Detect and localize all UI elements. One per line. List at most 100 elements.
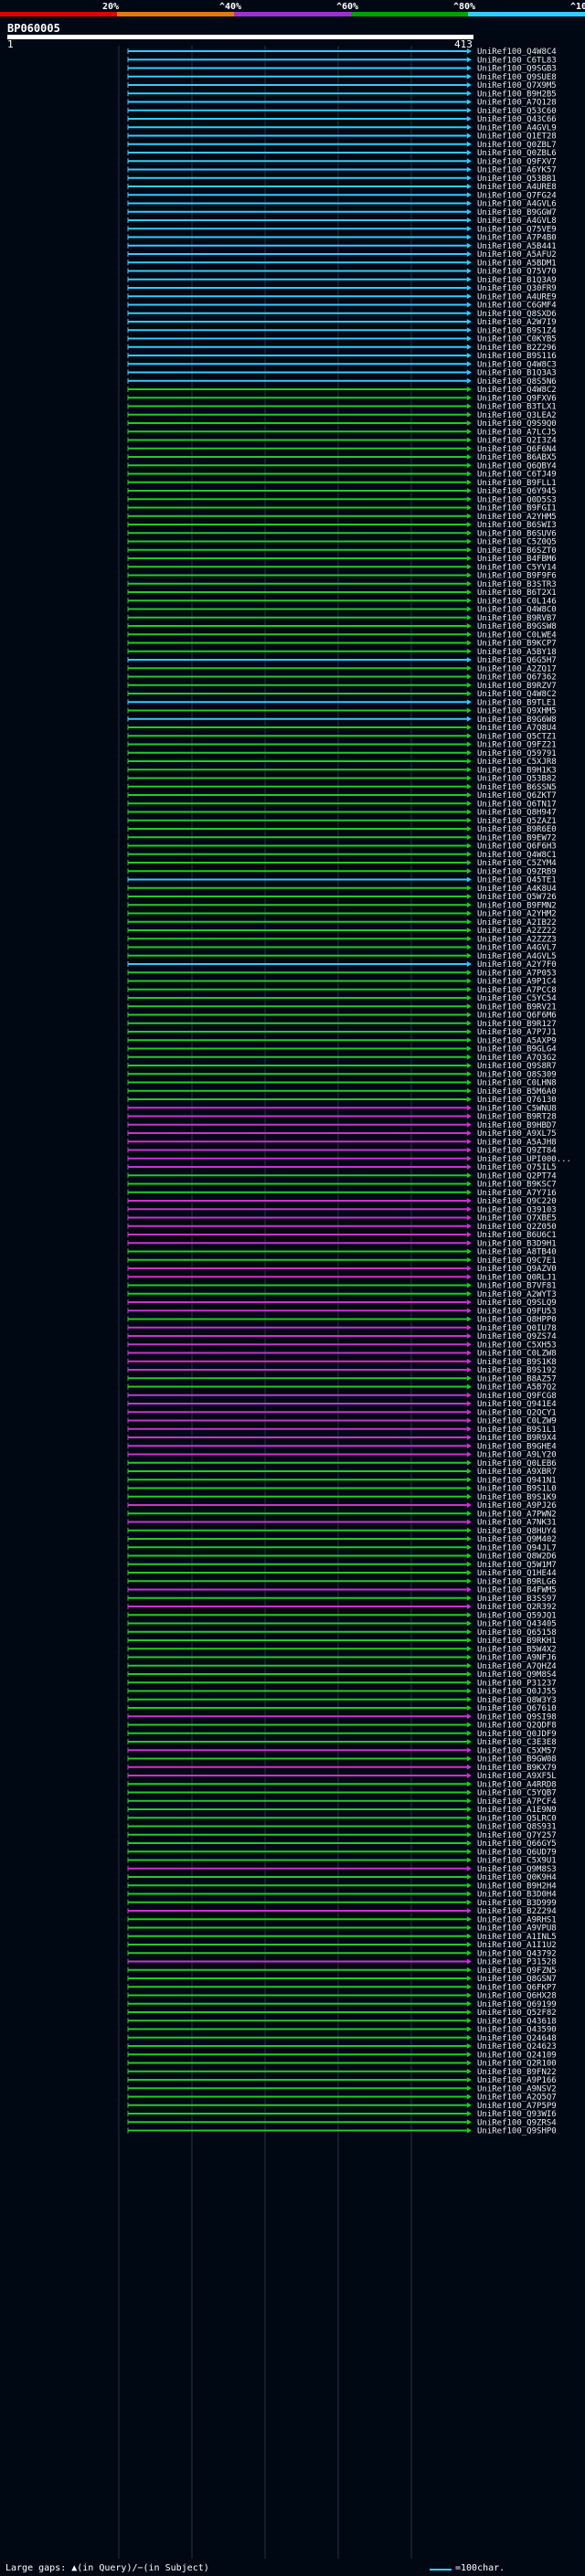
- hit-label[interactable]: UniRef100_A7QHZ4: [477, 1662, 557, 1671]
- hit-label[interactable]: UniRef100_Q9AZV0: [477, 1265, 557, 1274]
- hit-label[interactable]: UniRef100_A9P166: [477, 2076, 557, 2085]
- hit-label[interactable]: UniRef100_Q8W3Y3: [477, 1696, 557, 1705]
- hit-label[interactable]: UniRef100_B9G6W8: [477, 716, 557, 725]
- hit-label[interactable]: UniRef100_C0KYB5: [477, 335, 557, 345]
- hit-label[interactable]: UniRef100_A7PCF4: [477, 1797, 557, 1807]
- hit-label[interactable]: UniRef100_C0LWE4: [477, 631, 557, 640]
- hit-label[interactable]: UniRef100_Q9C220: [477, 1197, 557, 1206]
- hit-label[interactable]: UniRef100_C6TJ49: [477, 471, 557, 480]
- hit-label[interactable]: UniRef100_B9H2H4: [477, 1882, 557, 1891]
- hit-label[interactable]: UniRef100_Q2R392: [477, 1603, 557, 1612]
- hit-label[interactable]: UniRef100_Q53B82: [477, 775, 557, 784]
- hit-label[interactable]: UniRef100_B9S1Z4: [477, 326, 557, 335]
- hit-label[interactable]: UniRef100_Q6TN17: [477, 800, 557, 809]
- hit-label[interactable]: UniRef100_Q4W8C0: [477, 606, 557, 615]
- hit-label[interactable]: UniRef100_B9GSW8: [477, 622, 557, 631]
- hit-label[interactable]: UniRef100_A4GVL6: [477, 200, 557, 209]
- hit-label[interactable]: UniRef100_A4GVL8: [477, 217, 557, 226]
- hit-label[interactable]: UniRef100_Q9FZN5: [477, 1966, 557, 1976]
- hit-label[interactable]: UniRef100_Q9S8R7: [477, 1062, 557, 1071]
- hit-label[interactable]: UniRef100_Q2PT74: [477, 1171, 557, 1181]
- hit-label[interactable]: UniRef100_Q0LEB6: [477, 1459, 557, 1468]
- hit-label[interactable]: UniRef100_B4FWM5: [477, 1586, 557, 1595]
- hit-label[interactable]: UniRef100_Q2I3Z4: [477, 437, 557, 446]
- hit-label[interactable]: UniRef100_Q9SHP0: [477, 2127, 557, 2136]
- hit-label[interactable]: UniRef100_Q7X9M5: [477, 81, 557, 90]
- hit-label[interactable]: UniRef100_Q59791: [477, 749, 557, 758]
- hit-label[interactable]: UniRef100_B9FMN2: [477, 901, 557, 910]
- hit-label[interactable]: UniRef100_Q8SXD6: [477, 310, 557, 319]
- hit-label[interactable]: UniRef100_Q6G5H7: [477, 656, 557, 665]
- hit-label[interactable]: UniRef100_Q8H947: [477, 809, 557, 818]
- hit-label[interactable]: UniRef100_B6ABX5: [477, 453, 557, 462]
- hit-label[interactable]: UniRef100_Q43C66: [477, 115, 557, 124]
- hit-label[interactable]: UniRef100_Q75IL5: [477, 1163, 557, 1172]
- hit-label[interactable]: UniRef100_Q0D5S3: [477, 495, 557, 504]
- hit-label[interactable]: UniRef100_B6T2X1: [477, 588, 557, 598]
- hit-label[interactable]: UniRef100_Q2QDF8: [477, 1722, 557, 1731]
- hit-label[interactable]: UniRef100_C5Z0Q5: [477, 538, 557, 547]
- hit-label[interactable]: UniRef100_B9RT28: [477, 1113, 557, 1122]
- hit-label[interactable]: UniRef100_B9S1L1: [477, 1426, 557, 1435]
- hit-label[interactable]: UniRef100_B9TLE1: [477, 698, 557, 707]
- hit-label[interactable]: UniRef100_Q8GSN7: [477, 1975, 557, 1984]
- hit-label[interactable]: UniRef100_A9NSV2: [477, 2084, 557, 2094]
- hit-label[interactable]: UniRef100_Q9FCG8: [477, 1392, 557, 1401]
- hit-label[interactable]: UniRef100_B3STR3: [477, 580, 557, 589]
- hit-label[interactable]: UniRef100_B9S1K8: [477, 1358, 557, 1367]
- hit-label[interactable]: UniRef100_B6SSN5: [477, 783, 557, 792]
- hit-label[interactable]: UniRef100_Q1ET28: [477, 133, 557, 142]
- hit-label[interactable]: UniRef100_B9R127: [477, 1020, 557, 1029]
- hit-label[interactable]: UniRef100_A4GVL5: [477, 952, 557, 961]
- hit-label[interactable]: UniRef100_B3TLX1: [477, 403, 557, 412]
- hit-label[interactable]: UniRef100_B9H1K3: [477, 766, 557, 775]
- hit-label[interactable]: UniRef100_B2Z294: [477, 1907, 557, 1916]
- hit-label[interactable]: UniRef100_B9S116: [477, 352, 557, 361]
- hit-label[interactable]: UniRef100_Q43405: [477, 1620, 557, 1629]
- hit-label[interactable]: UniRef100_Q4W8C2: [477, 690, 557, 699]
- hit-label[interactable]: UniRef100_Q9SGB3: [477, 65, 557, 74]
- hit-label[interactable]: UniRef100_B3D9H1: [477, 1239, 557, 1248]
- hit-label[interactable]: UniRef100_B9GHE4: [477, 1442, 557, 1451]
- hit-label[interactable]: UniRef100_Q0ZBL7: [477, 141, 557, 150]
- hit-label[interactable]: UniRef100_A7P7J1: [477, 1028, 557, 1037]
- hit-label[interactable]: UniRef100_A5AJH8: [477, 1138, 557, 1147]
- hit-label[interactable]: UniRef100_B9EW72: [477, 833, 557, 843]
- hit-label[interactable]: UniRef100_Q0JDF9: [477, 1730, 557, 1739]
- hit-label[interactable]: UniRef100_C0LZW8: [477, 1350, 557, 1359]
- hit-label[interactable]: UniRef100_C5XJR8: [477, 758, 557, 767]
- hit-label[interactable]: UniRef100_Q8HUY4: [477, 1527, 557, 1536]
- hit-label[interactable]: UniRef100_Q9FU53: [477, 1307, 557, 1316]
- hit-label[interactable]: UniRef100_B9GLG4: [477, 1045, 557, 1055]
- hit-label[interactable]: UniRef100_Q6QBY4: [477, 461, 557, 471]
- hit-label[interactable]: UniRef100_A9XL75: [477, 1129, 557, 1139]
- hit-label[interactable]: UniRef100_Q4W8C2: [477, 386, 557, 395]
- hit-label[interactable]: UniRef100_A1E9N9: [477, 1806, 557, 1815]
- hit-label[interactable]: UniRef100_B1Q3A3: [477, 369, 557, 378]
- hit-label[interactable]: UniRef100_A9NFJ6: [477, 1654, 557, 1663]
- hit-label[interactable]: UniRef100_Q65158: [477, 1628, 557, 1638]
- hit-label[interactable]: UniRef100_Q9XHM5: [477, 707, 557, 716]
- hit-label[interactable]: UniRef100_B9FGI1: [477, 504, 557, 514]
- hit-label[interactable]: UniRef100_A9RHS1: [477, 1915, 557, 1924]
- hit-label[interactable]: UniRef100_C5YC54: [477, 994, 557, 1003]
- hit-label[interactable]: UniRef100_B6SZT0: [477, 546, 557, 556]
- hit-label[interactable]: UniRef100_Q941N1: [477, 1476, 557, 1485]
- hit-label[interactable]: UniRef100_A2YHM2: [477, 910, 557, 919]
- hit-label[interactable]: UniRef100_B7VF81: [477, 1282, 557, 1291]
- hit-label[interactable]: UniRef100_A5BDM1: [477, 259, 557, 268]
- hit-label[interactable]: UniRef100_B6SUV6: [477, 529, 557, 538]
- hit-label[interactable]: UniRef100_Q7Y257: [477, 1831, 557, 1840]
- hit-label[interactable]: UniRef100_A7PCC8: [477, 986, 557, 995]
- hit-label[interactable]: UniRef100_B1Q3A9: [477, 276, 557, 285]
- hit-label[interactable]: UniRef100_Q0ZBL6: [477, 149, 557, 158]
- hit-label[interactable]: UniRef100_B4FBM6: [477, 555, 557, 564]
- hit-label[interactable]: UniRef100_Q4W8C4: [477, 48, 557, 57]
- hit-label[interactable]: UniRef100_A9XF5L: [477, 1772, 557, 1781]
- hit-label[interactable]: UniRef100_A4URE8: [477, 183, 557, 192]
- hit-label[interactable]: UniRef100_Q4W8C1: [477, 851, 557, 860]
- hit-label[interactable]: UniRef100_Q24109: [477, 2051, 557, 2060]
- hit-label[interactable]: UniRef100_Q43590: [477, 2026, 557, 2035]
- hit-label[interactable]: UniRef100_Q9S9Q0: [477, 419, 557, 429]
- hit-label[interactable]: UniRef100_Q30FR9: [477, 284, 557, 293]
